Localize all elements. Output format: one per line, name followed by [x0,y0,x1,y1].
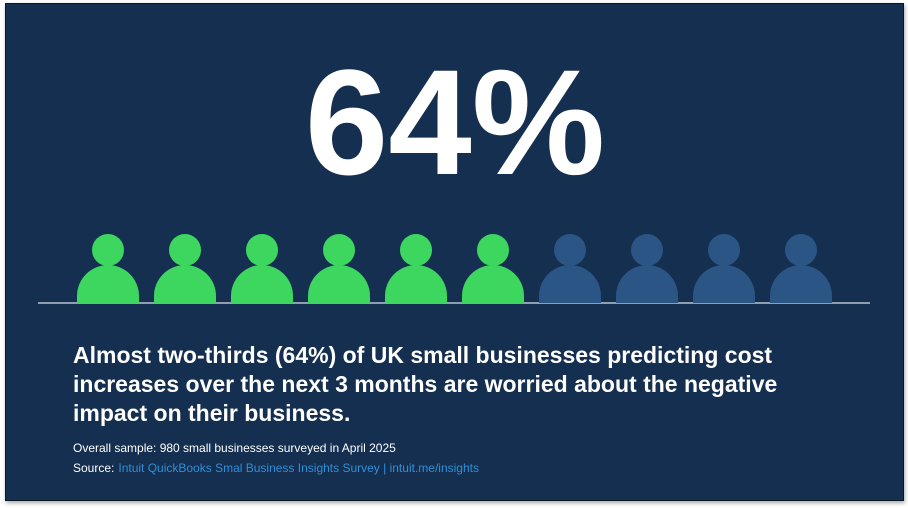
statement-line: Almost two-thirds (64%) of UK small busi… [73,342,772,368]
person-head [554,234,586,266]
person-icon [308,234,370,303]
source-link[interactable]: Intuit QuickBooks Smal Business Insights… [118,461,479,475]
statement-line: increases over the next 3 months are wor… [73,371,777,397]
person-body [231,265,293,303]
person-icon [539,234,601,303]
person-body [770,265,832,303]
person-head [323,234,355,266]
person-icon [770,234,832,303]
headline: 64% [305,38,605,206]
person-body [385,265,447,303]
person-head [169,234,201,266]
person-head [477,234,509,266]
statement-line: impact on their business. [73,400,350,426]
person-body [616,265,678,303]
pictogram [77,234,832,303]
person-icon [693,234,755,303]
person-head [631,234,663,266]
infographic-panel [5,3,904,501]
source-label: Source: [73,461,114,475]
person-body [693,265,755,303]
person-icon [462,234,524,303]
sample-note: Overall sample: 980 small businesses sur… [73,441,396,455]
person-head [92,234,124,266]
source: Source: Intuit QuickBooks Smal Business I… [73,461,479,475]
person-icon [77,234,139,303]
person-icon [154,234,216,303]
person-head [400,234,432,266]
person-icon [385,234,447,303]
person-head [246,234,278,266]
person-body [154,265,216,303]
person-body [462,265,524,303]
person-icon [616,234,678,303]
person-body [539,265,601,303]
person-body [308,265,370,303]
person-icon [231,234,293,303]
person-head [785,234,817,266]
person-body [77,265,139,303]
statement: Almost two-thirds (64%) of UK small busi… [73,342,777,426]
person-head [708,234,740,266]
